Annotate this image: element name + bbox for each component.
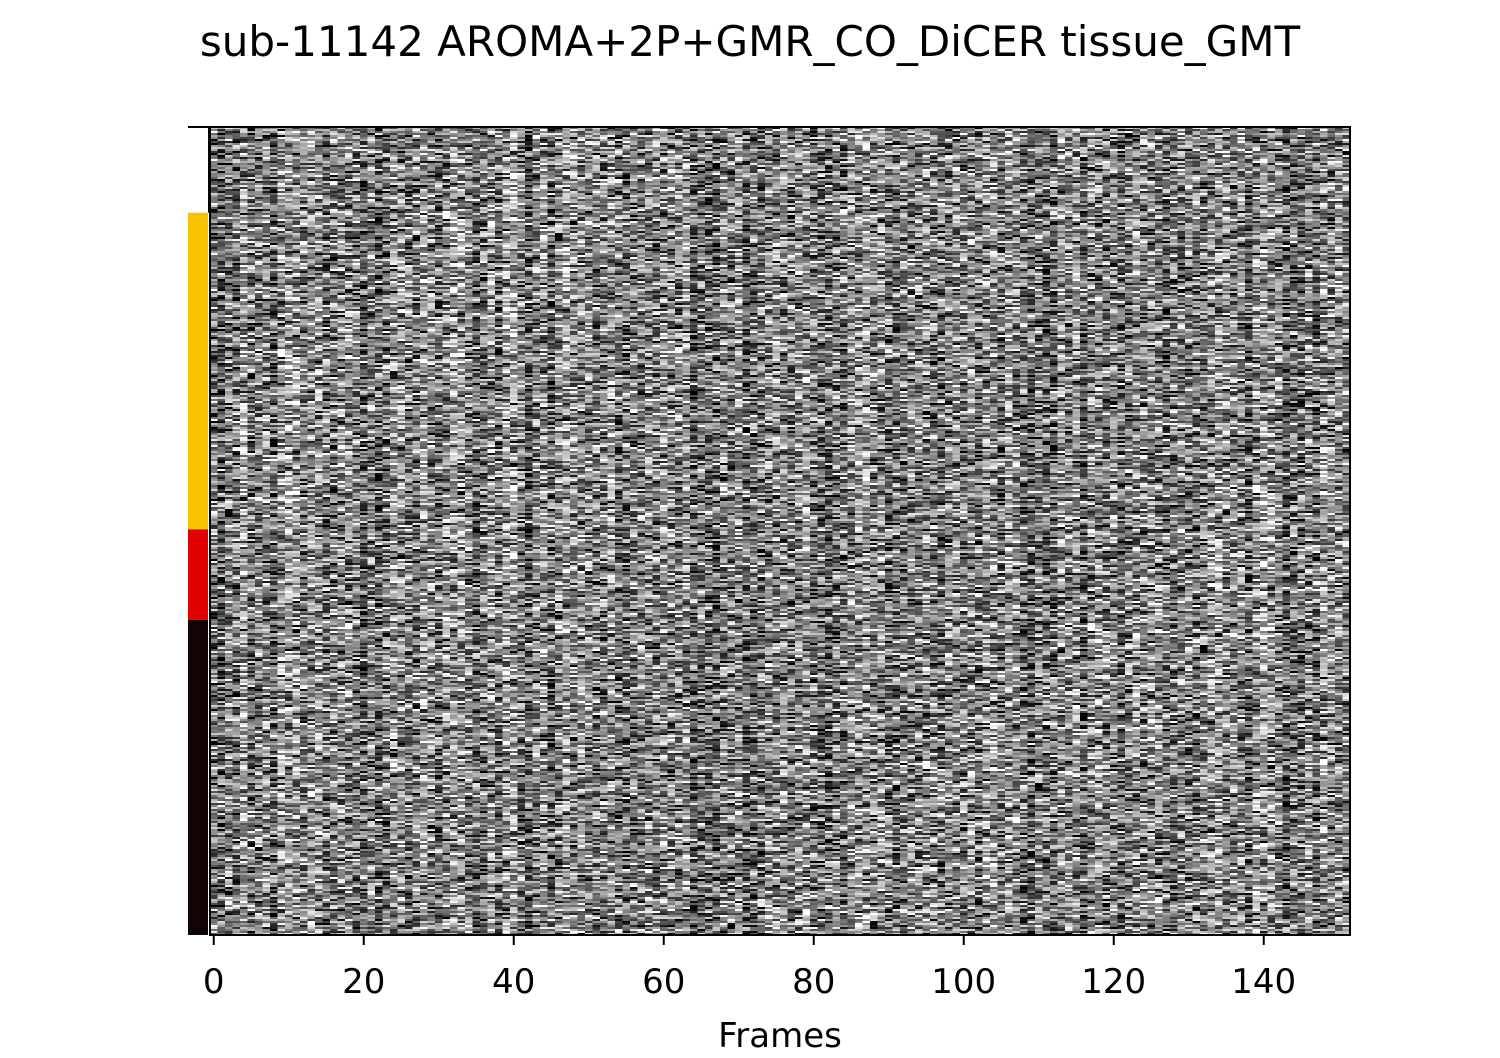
x-tick-label: 20 — [342, 962, 385, 1002]
tissue-segment-bar — [188, 127, 210, 935]
x-tick-label: 100 — [931, 962, 996, 1002]
x-tick-label: 0 — [203, 962, 225, 1002]
tissue-band-4 — [188, 619, 208, 935]
carpet-heatmap — [210, 127, 1350, 935]
x-tick-label: 140 — [1231, 962, 1296, 1002]
x-tick-label: 40 — [492, 962, 535, 1002]
x-axis-label: Frames — [718, 1016, 842, 1056]
x-tick-label: 80 — [792, 962, 835, 1002]
x-tick-label: 120 — [1081, 962, 1146, 1002]
tissue-band-1 — [188, 127, 208, 213]
plot-frame — [209, 126, 1351, 936]
chart-title: sub-11142 AROMA+2P+GMR_CO_DiCER tissue_G… — [199, 17, 1301, 66]
tissue-band-2 — [188, 212, 208, 530]
tissue-band-3 — [188, 529, 208, 620]
x-tick-label: 60 — [642, 962, 685, 1002]
x-axis-ticks: 0 20 40 60 80 100 120 140 — [203, 935, 1296, 1002]
